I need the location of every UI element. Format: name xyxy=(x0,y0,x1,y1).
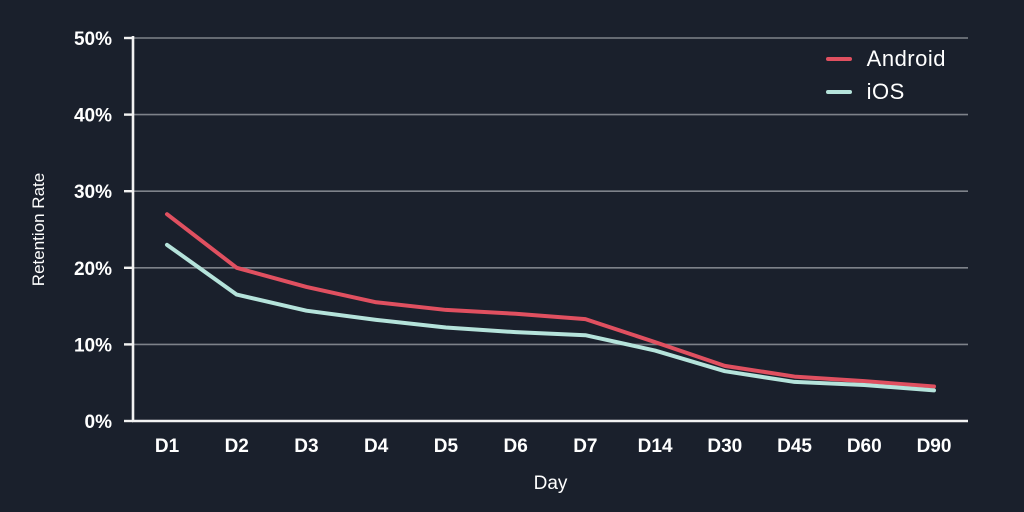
x-axis-title: Day xyxy=(534,473,568,494)
x-tick-label: D14 xyxy=(638,436,673,457)
x-tick-label: D1 xyxy=(155,436,180,457)
x-tick-label: D6 xyxy=(503,436,527,457)
series-line-android xyxy=(165,212,936,389)
y-tick-label: 10% xyxy=(74,335,112,356)
x-tick-label: D3 xyxy=(294,436,318,457)
y-tick-label: 40% xyxy=(74,106,112,127)
x-tick-label: D60 xyxy=(847,436,882,457)
y-tick-label: 30% xyxy=(74,182,112,203)
x-tick-label: D45 xyxy=(777,436,812,457)
y-tick-label: 0% xyxy=(85,412,113,433)
x-tick-label: D30 xyxy=(707,436,742,457)
y-axis-title: Retention Rate xyxy=(29,173,48,286)
legend-label-ios: iOS xyxy=(866,79,905,105)
y-tick-label: 50% xyxy=(74,29,112,50)
series-line-ios xyxy=(165,242,936,393)
x-tick-label: D5 xyxy=(434,436,459,457)
ios-line-swatch xyxy=(825,90,852,95)
x-tick-label: D4 xyxy=(364,436,389,457)
x-tick-label: D90 xyxy=(917,436,952,457)
y-tick-label: 20% xyxy=(74,259,112,280)
legend-item-ios: iOS xyxy=(825,79,946,105)
legend-item-android: Android xyxy=(825,46,946,71)
legend-label-android: Android xyxy=(866,46,946,71)
x-tick-label: D2 xyxy=(225,436,249,457)
android-line-swatch xyxy=(825,57,852,62)
chart-legend: Android iOS xyxy=(825,46,946,105)
x-tick-label: D7 xyxy=(573,436,597,457)
